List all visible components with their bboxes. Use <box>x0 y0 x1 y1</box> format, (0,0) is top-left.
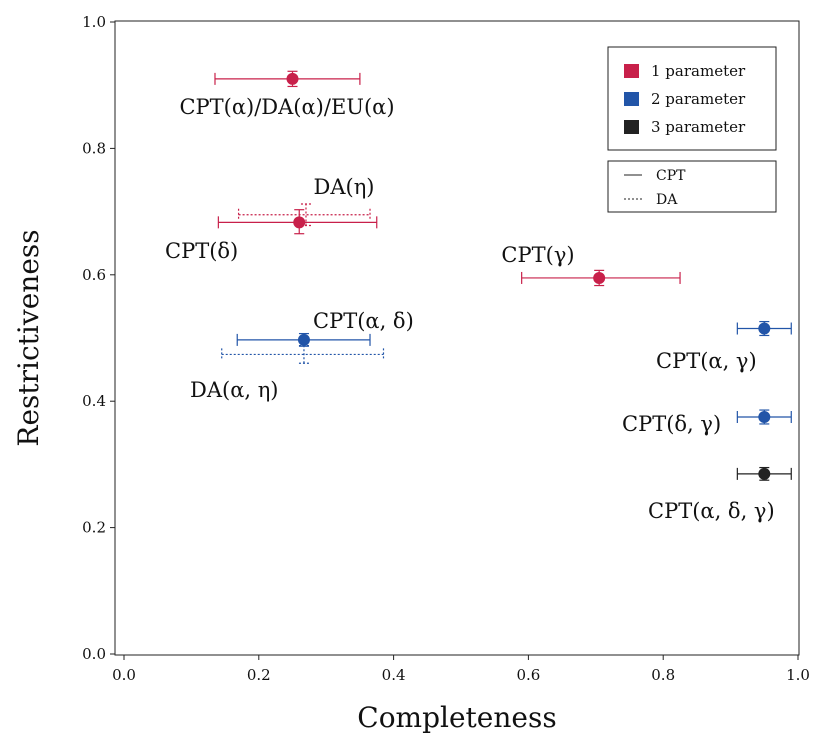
point-label: CPT(α, δ) <box>313 309 414 333</box>
data-point-group <box>736 320 792 337</box>
x-tick-label: 1.0 <box>786 666 810 684</box>
plot-area <box>114 20 800 656</box>
data-point-group <box>521 269 681 287</box>
point-label: CPT(α, γ) <box>656 349 757 373</box>
data-marks <box>214 70 792 481</box>
data-point <box>286 72 299 85</box>
data-point-group <box>214 70 361 88</box>
legend-styles: CPT DA <box>607 160 777 213</box>
data-point <box>758 411 771 423</box>
data-point <box>593 271 606 284</box>
x-tick-label: 0.8 <box>651 666 675 684</box>
legend-parameter-items: 1 parameter 2 parameter 3 parameter <box>624 62 746 136</box>
data-point <box>758 467 771 480</box>
point-label: CPT(α, δ, γ) <box>648 499 775 523</box>
point-label: CPT(α)/DA(α)/EU(α) <box>179 95 394 119</box>
y-tick-label: 0.2 <box>82 519 106 537</box>
data-point <box>297 333 310 346</box>
legend-label: CPT <box>656 168 686 184</box>
point-label: CPT(γ) <box>501 243 574 267</box>
legend-swatch <box>624 64 639 78</box>
axis-ticks: 0.0 0.2 0.4 0.6 0.8 1.0 0.0 0.2 0.4 0.6 0.8 1.0 <box>82 13 810 684</box>
point-label: DA(η) <box>314 175 375 199</box>
data-point-group <box>217 209 378 235</box>
data-point-group <box>736 409 792 425</box>
x-tick-label: 0.2 <box>247 666 271 684</box>
legend-swatch <box>624 120 639 134</box>
data-point-group <box>236 332 371 347</box>
y-axis-title: Restrictiveness <box>12 229 45 446</box>
x-axis-title: Completeness <box>357 701 556 734</box>
y-tick-label: 0.8 <box>82 139 106 157</box>
legend-label: 2 parameter <box>651 90 746 108</box>
data-point <box>293 216 306 229</box>
point-labels: CPT(α)/DA(α)/EU(α) DA(η) CPT(δ) CPT(γ) CPT(α… <box>165 95 775 523</box>
y-tick-label: 1.0 <box>82 13 106 31</box>
legend-styles-box <box>607 160 777 213</box>
legend-style-items: CPT DA <box>624 168 686 208</box>
point-label: CPT(δ, γ) <box>622 412 721 436</box>
legend-parameters: 1 parameter 2 parameter 3 parameter <box>607 46 777 151</box>
x-tick-label: 0.0 <box>112 666 136 684</box>
data-point <box>758 322 771 335</box>
data-point-group <box>736 466 792 481</box>
legend-label: 1 parameter <box>651 62 746 80</box>
legend-swatch <box>624 92 639 106</box>
point-label: CPT(δ) <box>165 239 238 263</box>
data-point-group <box>221 344 385 364</box>
legend-label: 3 parameter <box>651 118 746 136</box>
x-tick-label: 0.6 <box>516 666 540 684</box>
y-tick-label: 0.6 <box>82 266 106 284</box>
legend-label: DA <box>656 192 678 208</box>
y-tick-label: 0.4 <box>82 392 106 410</box>
y-tick-label: 0.0 <box>82 645 106 663</box>
x-tick-label: 0.4 <box>382 666 406 684</box>
point-label: DA(α, η) <box>190 378 279 402</box>
